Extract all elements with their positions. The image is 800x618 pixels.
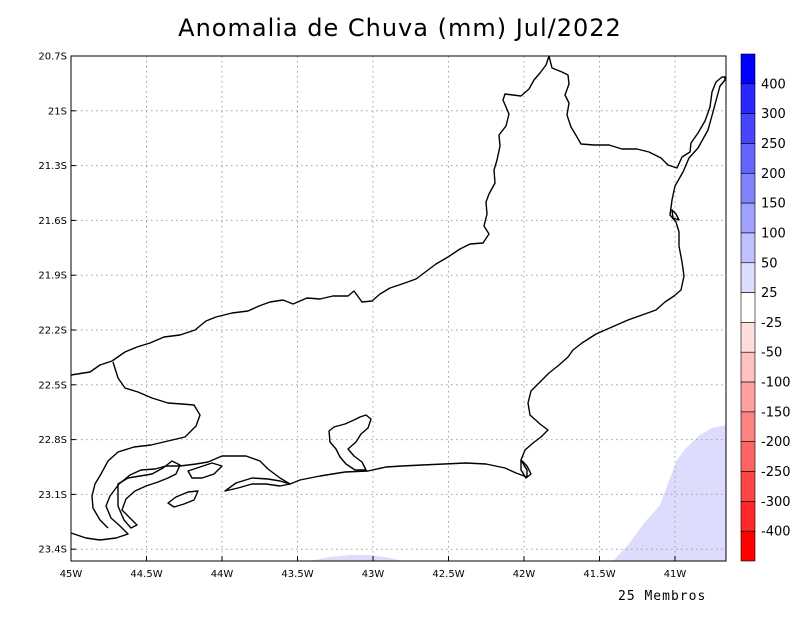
lon-tick-label: 44W xyxy=(211,569,234,580)
colorbar-swatch xyxy=(740,202,756,234)
state-border-west xyxy=(91,361,201,529)
lon-tick-label: 44.5W xyxy=(130,569,162,580)
lat-tick-label: 21.6S xyxy=(38,216,67,227)
lon-tick-label: 42W xyxy=(513,569,536,580)
colorbar-label: -150 xyxy=(761,405,791,420)
colorbar-label: 150 xyxy=(761,197,786,212)
lon-tick-label: 45W xyxy=(60,569,83,580)
colorbar-swatch xyxy=(740,411,756,443)
lon-tick-label: 41.5W xyxy=(583,569,615,580)
colorbar-label: -250 xyxy=(761,465,791,480)
colorbar-swatch xyxy=(740,262,756,293)
coast-cabo-frio xyxy=(520,459,532,479)
lat-tick-label: 23.1S xyxy=(38,490,67,501)
colorbar: 400 300 250 200 150 100 50 25 -25 -50 -100 -150 -200… xyxy=(740,53,791,562)
lon-tick-label: 41W xyxy=(664,569,687,580)
island-grande xyxy=(167,490,199,508)
colorbar-swatch xyxy=(740,292,756,323)
lon-tick-label: 43W xyxy=(362,569,385,580)
plot-frame xyxy=(70,55,727,562)
colorbar-swatch xyxy=(740,471,756,502)
anomaly-shading-south xyxy=(310,555,402,561)
colorbar-swatch xyxy=(740,501,756,532)
colorbar-label: -200 xyxy=(761,435,791,450)
lat-tick-label: 22.5S xyxy=(38,380,67,391)
colorbar-label: -50 xyxy=(761,346,782,361)
state-boundary xyxy=(70,55,726,541)
colorbar-label: 400 xyxy=(761,77,786,92)
colorbar-swatch xyxy=(740,172,756,204)
colorbar-swatch xyxy=(740,530,756,562)
lat-tick-label: 22.8S xyxy=(38,435,67,446)
colorbar-label: 25 xyxy=(761,286,778,301)
colorbar-label: 200 xyxy=(761,167,786,182)
lat-tick-label: 21.9S xyxy=(38,271,67,282)
state-outline xyxy=(70,55,726,541)
lat-tick-label: 21.3S xyxy=(38,161,67,172)
colorbar-swatch xyxy=(740,441,756,472)
coast-detail-west xyxy=(117,460,181,529)
bay-outline-sepetiba xyxy=(224,477,291,492)
colorbar-label: 50 xyxy=(761,256,778,271)
lat-tick-label: 20.7S xyxy=(38,52,67,63)
colorbar-swatch xyxy=(740,381,756,413)
lat-tick-label: 23.4S xyxy=(38,545,67,556)
colorbar-swatch xyxy=(740,143,756,174)
colorbar-label: 300 xyxy=(761,107,786,122)
colorbar-label: 250 xyxy=(761,137,786,152)
colorbar-label: 100 xyxy=(761,226,786,241)
lon-tick-label: 43.5W xyxy=(281,569,313,580)
colorbar-swatch xyxy=(740,113,756,144)
lat-tick-label: 21S xyxy=(48,106,67,117)
bay-outline-guanabara xyxy=(328,414,372,471)
longitude-axis: 45W 44.5W 44W 43.5W 43W 42.5W 42W 41.5W 41W xyxy=(60,556,687,580)
map-grid xyxy=(71,56,726,561)
colorbar-swatch xyxy=(740,232,756,264)
ensemble-member-note: 25 Membros xyxy=(618,589,707,604)
colorbar-label: -25 xyxy=(761,316,782,331)
colorbar-swatch xyxy=(740,83,756,114)
coast-north-bump xyxy=(671,209,680,221)
colorbar-swatch xyxy=(740,351,756,383)
colorbar-swatch xyxy=(740,322,756,353)
anomaly-shading-east xyxy=(613,425,726,561)
latitude-axis: 20.7S 21S 21.3S 21.6S 21.9S 22.2S 22.5S 22.8S 23… xyxy=(38,52,76,556)
colorbar-label: -400 xyxy=(761,525,791,540)
anomaly-shading xyxy=(310,425,726,561)
colorbar-label: -100 xyxy=(761,376,791,391)
map-title: Anomalia de Chuva (mm) Jul/2022 xyxy=(178,14,622,42)
colorbar-swatch xyxy=(740,53,756,85)
lat-tick-label: 22.2S xyxy=(38,326,67,337)
lon-tick-label: 42.5W xyxy=(432,569,464,580)
colorbar-label: -300 xyxy=(761,495,791,510)
coast-detail-mid xyxy=(187,462,223,479)
